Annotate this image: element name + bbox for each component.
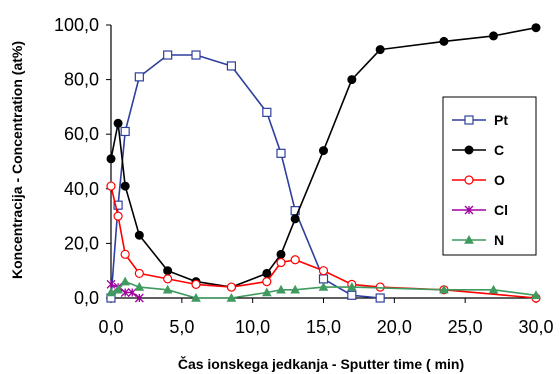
legend-marker-cl [464,205,474,215]
series-pt [106,50,385,303]
legend-item-n: N [452,232,504,248]
data-point-c [319,146,328,156]
data-point-pt [276,148,286,158]
data-point-n [290,284,301,294]
series-line-pt [110,54,381,299]
data-point-n [346,282,357,291]
data-point-n [113,284,123,294]
legend-box [442,96,537,256]
data-point-n [488,284,499,294]
data-point-o [106,181,116,191]
legend-marker-o [464,175,474,185]
legend-label-o: O [494,172,505,188]
data-point-c [276,249,286,259]
data-point-c [290,214,300,224]
y-axis-title: Koncentracija - Concentration (at%) [9,41,25,279]
data-point-cl [106,279,116,289]
series-layer [106,23,541,303]
data-point-c [262,268,272,278]
x-tick-label: 30,0 [518,317,553,337]
data-point-n [531,290,541,299]
data-point-o [120,249,130,259]
data-point-c [163,266,173,276]
data-point-cl [134,293,144,303]
data-point-o [191,279,201,289]
x-tick-label: 0,0 [98,317,123,337]
data-point-o [226,282,237,292]
x-axis-title: Čas ionskega jedkanja - Sputter time ( m… [178,355,464,372]
series-c [106,23,541,292]
data-point-pt [113,200,123,210]
data-point-c [489,31,498,41]
x-tick-label: 5,0 [169,317,194,337]
legend-item-c: C [452,142,504,158]
data-point-pt [163,50,173,60]
data-point-n [276,284,286,294]
data-point-pt [262,107,272,117]
data-point-o [290,255,300,265]
data-point-n [191,292,201,302]
y-tick-label: 40,0 [64,179,99,199]
legend-marker-pt [464,115,474,125]
data-point-c [106,154,116,164]
data-point-pt [318,274,329,284]
legend-marker-c [464,145,474,155]
y-tick-label: 100,0 [54,15,99,35]
data-point-c [113,118,123,128]
x-tick-label: 25,0 [448,317,483,337]
legend-label-n: N [494,232,504,248]
data-point-c [439,36,449,46]
data-point-c [531,23,541,33]
data-point-pt [191,50,201,60]
data-point-c [134,230,144,240]
data-point-pt [226,61,237,71]
data-point-n [134,282,145,291]
data-point-c [120,181,130,191]
data-point-o [163,274,173,284]
x-tick-label: 20,0 [377,317,412,337]
legend-item-pt: Pt [452,112,508,128]
data-point-pt [120,126,130,137]
data-point-o [134,268,144,279]
data-point-c [347,75,357,85]
x-tick-label: 10,0 [235,317,270,337]
data-point-o [113,211,123,221]
series-line-c [110,26,537,288]
data-point-c [375,45,385,55]
y-tick-label: 60,0 [64,124,99,144]
data-point-pt [375,293,385,303]
legend-label-c: C [494,142,504,158]
y-tick-label: 0,0 [74,288,99,308]
data-point-pt [347,290,357,300]
legend-label-pt: Pt [494,112,508,128]
data-point-n [106,287,116,297]
legend-item-o: O [452,172,505,188]
y-tick-label: 20,0 [64,233,99,253]
y-tick-label: 80,0 [64,70,99,90]
legend-marker-n [464,234,474,244]
data-point-pt [134,72,144,82]
axes: 0,0 20,0 40,0 60,0 80,0 100,0 0,0 5,0 10,0 15,0 20… [54,15,554,337]
data-point-n [439,284,449,294]
series-n [106,276,541,302]
data-point-o [276,257,286,268]
legend-label-cl: Cl [494,202,508,218]
legend: Pt CO Cl N [442,96,537,256]
data-point-n [226,292,237,302]
data-point-n [261,287,272,297]
data-point-o [262,277,272,287]
data-point-n [162,284,173,294]
series-cl [106,279,144,303]
data-point-n [318,282,329,291]
data-point-n [120,276,131,286]
x-tick-label: 15,0 [306,317,341,337]
data-point-cl [120,288,130,297]
data-point-cl [127,288,137,297]
legend-item-cl: Cl [452,202,508,218]
data-point-o [318,266,329,276]
